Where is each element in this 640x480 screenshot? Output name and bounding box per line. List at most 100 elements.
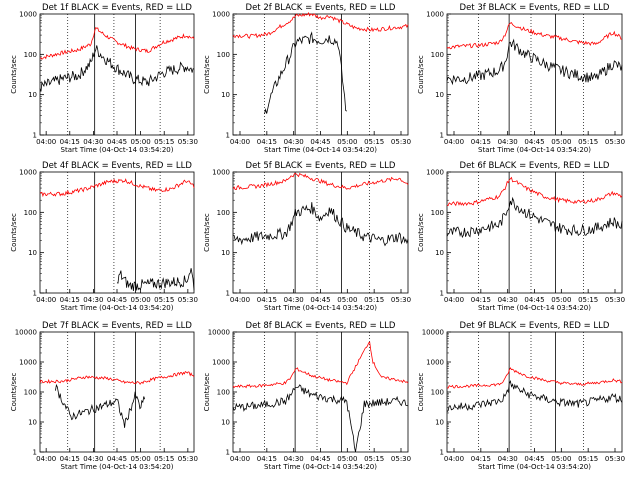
x-tick-label: 05:30 bbox=[391, 455, 411, 463]
y-tick-label: 10 bbox=[221, 419, 230, 427]
x-tick-label: 04:00 bbox=[36, 455, 56, 463]
y-tick-label: 100 bbox=[217, 209, 230, 217]
plot-frame bbox=[232, 171, 409, 294]
events-series-line bbox=[446, 38, 623, 86]
x-tick-label: 05:00 bbox=[131, 455, 151, 463]
y-tick-label: 100 bbox=[431, 389, 444, 397]
x-tick-label: 04:45 bbox=[107, 455, 127, 463]
x-tick-label: 04:30 bbox=[284, 455, 304, 463]
lld-series-line bbox=[446, 176, 623, 207]
x-tick-label: 05:30 bbox=[605, 138, 625, 146]
y-tick-label: 1000 bbox=[19, 359, 37, 367]
lld-series-line bbox=[232, 341, 409, 389]
events-series-line bbox=[446, 380, 623, 412]
panel-title: Det 1f BLACK = Events, RED = LLD bbox=[42, 3, 192, 13]
x-tick-label: 05:15 bbox=[578, 455, 598, 463]
y-axis-label: Counts/sec bbox=[417, 55, 425, 94]
x-axis-label: Start Time (04-Oct-14 03:54:20) bbox=[264, 463, 377, 471]
x-tick-label: 05:30 bbox=[178, 296, 198, 304]
plot-frame bbox=[232, 13, 409, 136]
x-tick-label: 05:30 bbox=[391, 138, 411, 146]
y-tick-label: 1 bbox=[33, 290, 37, 298]
x-tick-label: 04:45 bbox=[524, 455, 544, 463]
lld-series-line bbox=[39, 26, 195, 60]
x-tick-label: 05:00 bbox=[337, 296, 357, 304]
y-tick-label: 10 bbox=[435, 419, 444, 427]
y-tick-label: 10 bbox=[435, 91, 444, 99]
y-tick-label: 100 bbox=[431, 51, 444, 59]
y-tick-label: 10 bbox=[28, 419, 37, 427]
lld-series-line bbox=[446, 367, 623, 389]
y-tick-label: 1000 bbox=[212, 11, 230, 19]
panel-4: Det 4f BLACK = Events, RED = LLD 1 10 100 10… bbox=[10, 161, 198, 312]
y-tick-label: 1 bbox=[440, 290, 444, 298]
plot-frame bbox=[446, 13, 623, 136]
y-tick-label: 10000 bbox=[208, 329, 230, 337]
panel-3: Det 3f BLACK = Events, RED = LLD 1 10 100 10… bbox=[417, 3, 625, 154]
y-tick-label: 1 bbox=[226, 132, 230, 140]
panel-title: Det 5f BLACK = Events, RED = LLD bbox=[246, 161, 396, 171]
y-axis-label: Counts/sec bbox=[10, 373, 18, 412]
events-series-line bbox=[55, 383, 146, 428]
events-series-line bbox=[232, 202, 409, 247]
plot-frame bbox=[446, 171, 623, 294]
panel-title: Det 9f BLACK = Events, RED = LLD bbox=[460, 321, 610, 331]
events-series-line bbox=[232, 384, 409, 452]
x-tick-label: 04:30 bbox=[498, 138, 518, 146]
y-tick-label: 100 bbox=[24, 389, 37, 397]
panel-1: Det 1f BLACK = Events, RED = LLD 1 10 100 10… bbox=[10, 3, 198, 154]
y-tick-label: 1000 bbox=[212, 169, 230, 177]
y-tick-label: 100 bbox=[217, 389, 230, 397]
x-tick-label: 05:30 bbox=[178, 138, 198, 146]
x-tick-label: 05:15 bbox=[578, 138, 598, 146]
x-tick-label: 04:45 bbox=[107, 138, 127, 146]
x-tick-label: 04:45 bbox=[107, 296, 127, 304]
plot-frame bbox=[39, 13, 195, 136]
x-tick-label: 04:15 bbox=[257, 455, 277, 463]
x-axis-label: Start Time (04-Oct-14 03:54:20) bbox=[478, 146, 591, 154]
x-tick-label: 04:00 bbox=[444, 138, 464, 146]
x-axis-label: Start Time (04-Oct-14 03:54:20) bbox=[264, 146, 377, 154]
y-tick-label: 1000 bbox=[19, 11, 37, 19]
y-tick-label: 10000 bbox=[15, 329, 37, 337]
x-tick-label: 05:30 bbox=[178, 455, 198, 463]
x-tick-label: 05:00 bbox=[131, 296, 151, 304]
y-tick-label: 10 bbox=[28, 249, 37, 257]
panel-2: Det 2f BLACK = Events, RED = LLD 1 10 100 10… bbox=[203, 3, 411, 154]
x-tick-label: 04:00 bbox=[444, 455, 464, 463]
x-tick-label: 04:15 bbox=[471, 138, 491, 146]
y-tick-label: 1 bbox=[440, 132, 444, 140]
x-tick-label: 04:15 bbox=[257, 138, 277, 146]
y-axis-label: Counts/sec bbox=[203, 213, 211, 252]
panel-title: Det 8f BLACK = Events, RED = LLD bbox=[246, 321, 396, 331]
lld-series-line bbox=[232, 11, 409, 39]
x-tick-label: 04:15 bbox=[257, 296, 277, 304]
x-axis-label: Start Time (04-Oct-14 03:54:20) bbox=[478, 304, 591, 312]
x-tick-label: 05:15 bbox=[154, 138, 174, 146]
x-tick-label: 05:00 bbox=[551, 455, 571, 463]
x-tick-label: 04:30 bbox=[284, 296, 304, 304]
events-series-line bbox=[116, 268, 195, 292]
plot-frame bbox=[39, 171, 195, 294]
events-series-line bbox=[446, 196, 623, 239]
x-tick-label: 04:30 bbox=[83, 455, 103, 463]
y-tick-label: 1 bbox=[33, 449, 37, 457]
x-tick-label: 04:00 bbox=[444, 296, 464, 304]
x-tick-label: 04:15 bbox=[60, 455, 80, 463]
x-tick-label: 05:00 bbox=[337, 138, 357, 146]
x-axis-label: Start Time (04-Oct-14 03:54:20) bbox=[61, 146, 174, 154]
x-tick-label: 04:30 bbox=[284, 138, 304, 146]
y-axis-label: Counts/sec bbox=[417, 373, 425, 412]
y-axis-label: Counts/sec bbox=[10, 55, 18, 94]
x-axis-label: Start Time (04-Oct-14 03:54:20) bbox=[61, 304, 174, 312]
x-tick-label: 04:00 bbox=[230, 296, 250, 304]
panel-title: Det 6f BLACK = Events, RED = LLD bbox=[460, 161, 610, 171]
y-tick-label: 1 bbox=[226, 449, 230, 457]
x-tick-label: 04:00 bbox=[230, 138, 250, 146]
x-tick-label: 04:15 bbox=[471, 296, 491, 304]
x-tick-label: 04:45 bbox=[524, 296, 544, 304]
panel-9: Det 9f BLACK = Events, RED = LLD 1 10 100 10… bbox=[417, 321, 625, 471]
y-tick-label: 100 bbox=[24, 51, 37, 59]
x-tick-label: 05:00 bbox=[131, 138, 151, 146]
y-axis-label: Counts/sec bbox=[203, 373, 211, 412]
